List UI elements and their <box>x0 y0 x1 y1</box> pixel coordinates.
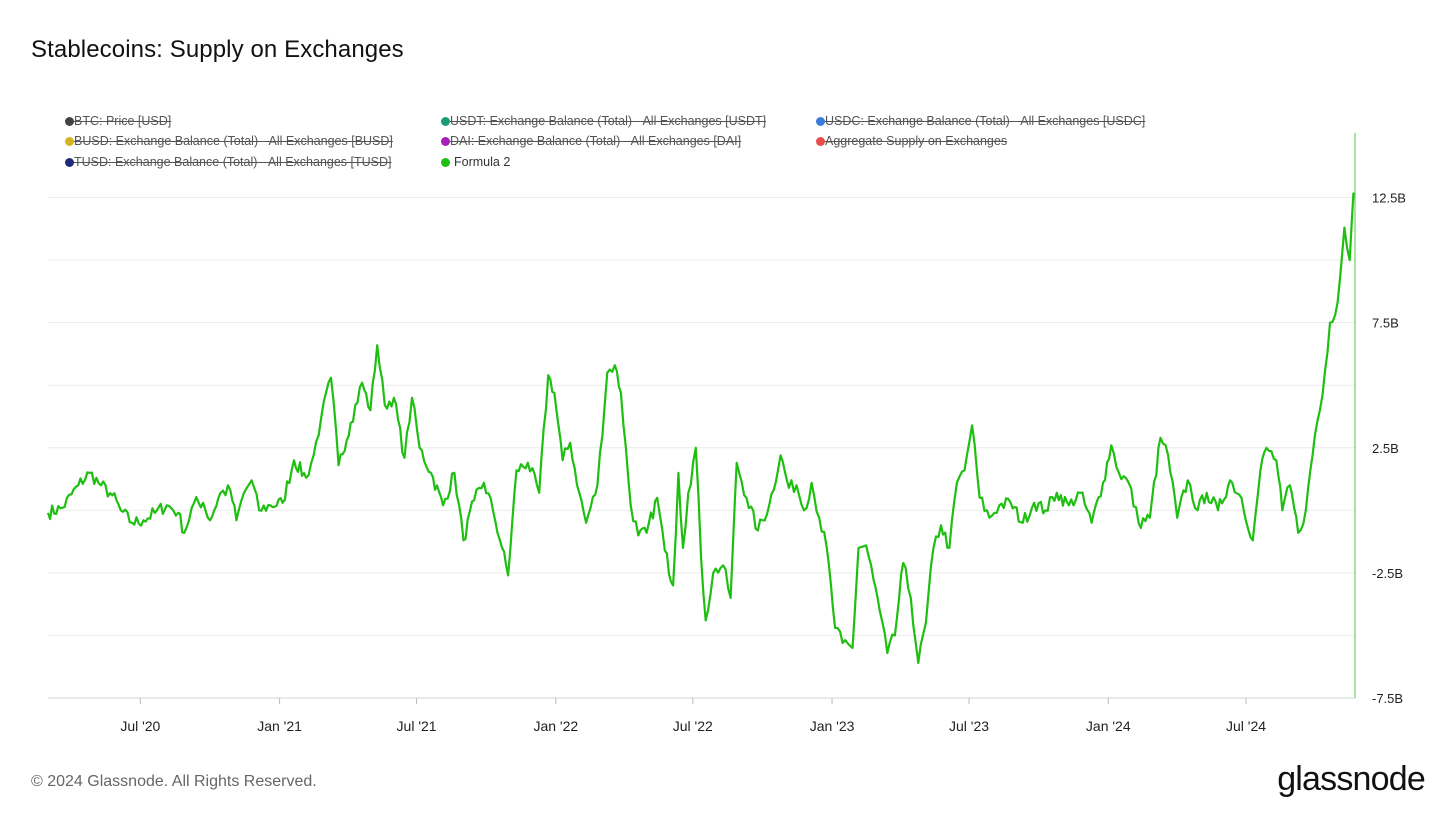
x-axis: Jul '20 Jan '21 Jul '21 Jan '22 Jul '22 Jan '… <box>120 698 1266 734</box>
legend-label: BTC: Price [USD] <box>74 114 172 128</box>
legend-label: USDC: Exchange Balance (Total) - All Exc… <box>825 114 1146 128</box>
legend-label: BUSD: Exchange Balance (Total) - All Exc… <box>74 134 393 148</box>
chart-title: Stablecoins: Supply on Exchanges <box>31 36 404 63</box>
series-group <box>46 192 1355 665</box>
legend-item-aggregate-supply[interactable]: Aggregate Supply on Exchanges <box>816 134 1007 148</box>
legend-dot-icon <box>65 136 74 146</box>
series-line-formula-2 <box>46 192 1355 665</box>
legend-dot-icon <box>65 116 74 126</box>
legend-item-dai[interactable]: DAI: Exchange Balance (Total) - All Exch… <box>441 134 741 148</box>
copyright-text: © 2024 Glassnode. All Rights Reserved. <box>31 773 317 790</box>
legend-label: Aggregate Supply on Exchanges <box>825 134 1008 148</box>
legend-dot-icon <box>441 136 450 146</box>
legend-item-tusd[interactable]: TUSD: Exchange Balance (Total) - All Exc… <box>65 155 392 169</box>
y-tick-label: 12.5B <box>1372 191 1406 206</box>
legend-item-formula-2[interactable]: Formula 2 <box>441 155 510 169</box>
legend-item-usdc[interactable]: USDC: Exchange Balance (Total) - All Exc… <box>816 114 1145 128</box>
legend-dot-icon <box>816 116 825 126</box>
legend-dot-icon <box>65 157 74 167</box>
x-tick-label: Jan '21 <box>257 718 302 734</box>
y-tick-label: 2.5B <box>1372 441 1399 456</box>
y-tick-label: -2.5B <box>1372 566 1403 581</box>
legend-item-btc-price[interactable]: BTC: Price [USD] <box>65 114 171 128</box>
legend-item-busd[interactable]: BUSD: Exchange Balance (Total) - All Exc… <box>65 134 393 148</box>
y-axis: 12.5B 7.5B 2.5B -2.5B -7.5B <box>1372 191 1406 706</box>
x-tick-label: Jan '22 <box>533 718 578 734</box>
legend-label: Formula 2 <box>454 155 511 169</box>
x-tick-label: Jan '23 <box>810 718 855 734</box>
legend-label: USDT: Exchange Balance (Total) - All Exc… <box>450 114 767 128</box>
glassnode-logo: glassnode <box>1277 760 1426 798</box>
x-tick-label: Jan '24 <box>1086 718 1131 734</box>
chart-legend: BTC: Price [USD] USDT: Exchange Balance … <box>0 0 1456 180</box>
legend-dot-icon <box>441 116 450 126</box>
x-tick-label: Jul '24 <box>1226 718 1266 734</box>
y-tick-label: -7.5B <box>1372 691 1403 706</box>
x-tick-label: Jul '20 <box>120 718 160 734</box>
legend-dot-icon <box>816 136 825 146</box>
legend-label: TUSD: Exchange Balance (Total) - All Exc… <box>74 155 392 169</box>
y-tick-label: 7.5B <box>1372 316 1399 331</box>
x-tick-label: Jul '22 <box>673 718 713 734</box>
x-tick-label: Jul '23 <box>949 718 989 734</box>
legend-item-usdt[interactable]: USDT: Exchange Balance (Total) - All Exc… <box>441 114 766 128</box>
legend-dot-icon <box>441 157 450 167</box>
x-tick-label: Jul '21 <box>397 718 437 734</box>
legend-label: DAI: Exchange Balance (Total) - All Exch… <box>450 134 742 148</box>
